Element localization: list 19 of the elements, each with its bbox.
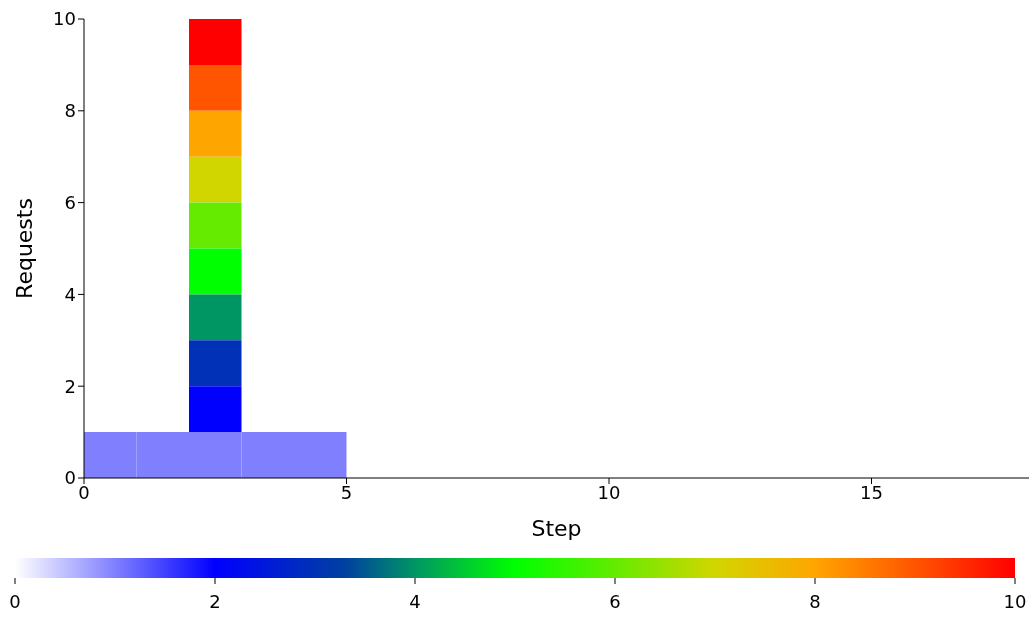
y-axis-title: Requests [11,198,37,299]
y-tick-label: 0 [64,467,76,489]
color-bar-label: 0 [9,591,21,612]
x-tick-label: 10 [597,481,621,503]
y-tick-label: 10 [53,8,76,30]
color-bar-label: 2 [209,591,221,612]
colorbar: 0 2 4 6 8 10 [8,558,1034,618]
x-tick-label: 15 [860,481,883,503]
color-bar-label: 4 [409,591,421,612]
x-tick-label: 0 [78,481,90,503]
y-tick-label: 2 [64,375,76,397]
color-bar-label: 8 [809,591,821,612]
x-tick-label: 5 [340,481,353,503]
y-tick-label: 4 [64,283,76,305]
x-axis-title: Step [531,516,582,541]
color-bar-label: 10 [1003,591,1027,612]
color-bar-label: 6 [609,591,621,612]
y-tick-label: 6 [64,191,76,213]
y-tick-label: 8 [64,100,76,122]
